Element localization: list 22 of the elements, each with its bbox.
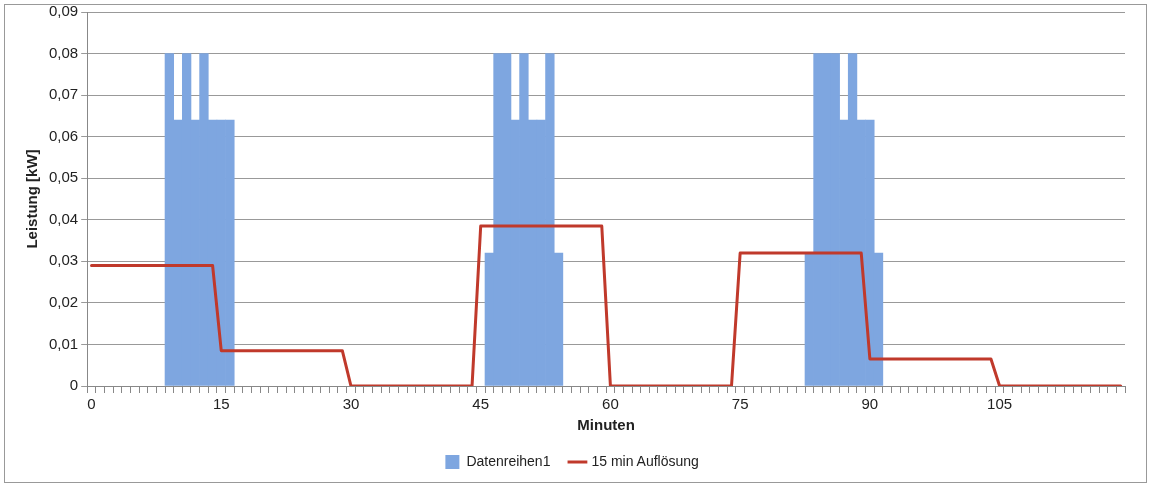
x-axis-title: Minuten <box>577 416 635 434</box>
legend-label: 15 min Auflösung <box>591 452 699 469</box>
y-tick-label: 0,06 <box>48 126 79 144</box>
y-tick-label: 0,07 <box>48 85 79 103</box>
x-tick-label: 90 <box>861 395 879 413</box>
y-tick-label: 0,05 <box>48 168 79 186</box>
x-tick-label: 75 <box>731 395 749 413</box>
y-tick-label: 0,09 <box>48 2 79 20</box>
x-tick-label: 15 <box>212 395 230 413</box>
y-tick-label: 0 <box>69 376 79 394</box>
x-tick-label: 45 <box>472 395 490 413</box>
y-axis-title: Leistung [kW] <box>23 149 41 249</box>
x-tick-label: 0 <box>87 395 96 413</box>
x-tick-label: 60 <box>602 395 619 413</box>
y-tick-label: 0,03 <box>48 251 79 269</box>
y-tick-label: 0,01 <box>48 334 79 352</box>
y-tick-label: 0,08 <box>48 43 79 61</box>
x-tick-label: 30 <box>342 395 360 413</box>
x-tick-label: 105 <box>987 395 1013 413</box>
legend-label: Datenreihen1 <box>466 452 551 469</box>
y-tick-label: 0,04 <box>48 209 79 227</box>
y-tick-label: 0,02 <box>48 293 79 311</box>
